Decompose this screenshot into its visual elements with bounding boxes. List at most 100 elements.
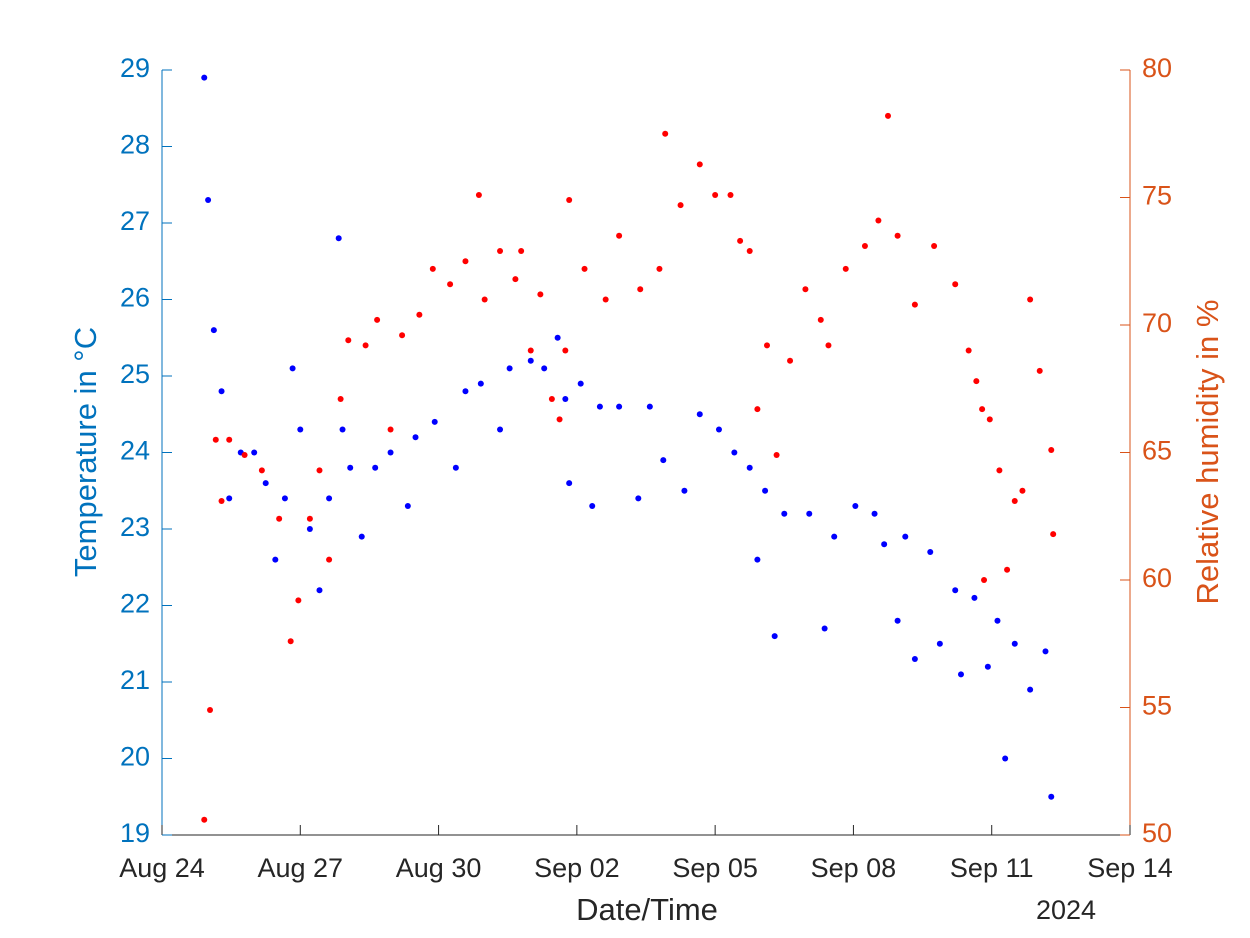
data-point [212, 436, 219, 443]
data-point [936, 640, 943, 647]
data-point [1050, 531, 1057, 538]
data-point [696, 411, 703, 418]
y-tick-label: 27 [120, 206, 150, 236]
data-point [431, 418, 438, 425]
data-point [362, 342, 369, 349]
data-point [241, 452, 248, 459]
y-tick-label: 22 [120, 589, 150, 619]
data-point [566, 197, 573, 204]
data-point [821, 625, 828, 632]
data-point [374, 316, 381, 323]
data-point [258, 467, 265, 474]
data-point [712, 191, 719, 198]
data-point [662, 130, 669, 137]
data-point [979, 406, 986, 413]
y-tick-label: 24 [120, 436, 150, 466]
data-point [316, 467, 323, 474]
data-point [281, 495, 288, 502]
data-point [773, 452, 780, 459]
data-point [1036, 367, 1043, 374]
data-point [289, 365, 296, 372]
data-point [306, 515, 313, 522]
data-point [295, 597, 302, 604]
data-point [276, 515, 283, 522]
data-point [994, 617, 1001, 624]
data-point [316, 587, 323, 594]
y-axis-label: Temperature in °C [68, 327, 103, 577]
data-point [506, 365, 513, 372]
data-point [387, 426, 394, 433]
x-tick-label: Sep 11 [950, 853, 1034, 883]
y-tick-label: 20 [120, 742, 150, 772]
x-tick-label: Sep 08 [811, 853, 897, 883]
data-point [825, 342, 832, 349]
x-tick-label: Sep 05 [672, 853, 758, 883]
data-point [787, 357, 794, 364]
data-point [429, 265, 436, 272]
data-point [952, 587, 959, 594]
data-point [881, 541, 888, 548]
data-point [902, 533, 909, 540]
data-point [894, 232, 901, 239]
data-point [973, 378, 980, 385]
data-point [965, 347, 972, 354]
data-point [1011, 640, 1018, 647]
data-point [562, 395, 569, 402]
data-point [746, 248, 753, 255]
x-tick-label: Sep 02 [534, 853, 620, 883]
y2-tick-label: 75 [1142, 181, 1172, 211]
data-point [462, 388, 469, 395]
y-tick-label: 23 [120, 512, 150, 542]
data-point [754, 406, 761, 413]
y2-tick-label: 60 [1142, 563, 1172, 593]
data-point [762, 487, 769, 494]
data-point [616, 403, 623, 410]
data-point [616, 232, 623, 239]
data-point [337, 395, 344, 402]
data-point [681, 487, 688, 494]
data-point [518, 248, 525, 255]
data-point [477, 380, 484, 387]
data-point [589, 503, 596, 510]
data-point [861, 242, 868, 249]
y2-tick-label: 80 [1142, 53, 1172, 83]
data-point [715, 426, 722, 433]
data-point [986, 416, 993, 423]
data-point [404, 503, 411, 510]
y-tick-label: 25 [120, 359, 150, 389]
data-point [806, 510, 813, 517]
x-axis-label: Date/Time [576, 892, 718, 927]
data-point [885, 112, 891, 119]
data-point [984, 663, 991, 670]
data-point [596, 403, 603, 410]
data-point [1011, 497, 1018, 504]
data-point [358, 533, 365, 540]
data-point [931, 242, 938, 249]
data-point [481, 296, 488, 303]
data-point [541, 365, 548, 372]
data-point [562, 347, 569, 354]
data-point [727, 191, 734, 198]
data-point [262, 480, 269, 487]
data-point [205, 197, 212, 204]
data-point [527, 357, 534, 364]
data-point [372, 464, 379, 471]
data-point [911, 301, 918, 308]
y2-tick-label: 55 [1142, 691, 1172, 721]
x-tick-label: Sep 14 [1087, 853, 1173, 883]
data-point [1004, 566, 1011, 573]
data-point [462, 258, 469, 265]
data-point [1019, 487, 1026, 494]
data-point [894, 617, 901, 624]
data-point [226, 436, 233, 443]
data-point [656, 265, 663, 272]
data-point [981, 577, 988, 583]
data-point [218, 388, 225, 395]
data-point [218, 497, 225, 504]
data-point [345, 337, 352, 344]
data-point [387, 449, 394, 456]
data-point [996, 467, 1003, 474]
data-point [326, 495, 333, 502]
data-point [287, 638, 294, 645]
